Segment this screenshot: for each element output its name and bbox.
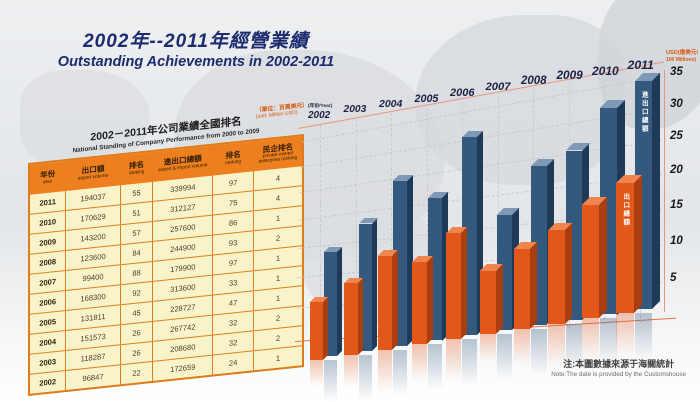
x-tick-2007: 2007 [485, 81, 511, 93]
header-cell-year: 年份 year [30, 161, 65, 195]
bar-export-2005 [412, 262, 427, 345]
bar-export-2002 [310, 301, 323, 360]
cell-year: 2005 [39, 317, 57, 328]
bar-reflection [514, 328, 530, 365]
cell-value: 57 [119, 221, 153, 245]
header-cell-ranking: 排名 ranking [212, 141, 253, 176]
source-note-zh: 注:本圖數據來源于海關統計 [563, 359, 675, 369]
x-tick-2009: 2009 [556, 69, 583, 83]
bar-export-2010 [582, 205, 599, 319]
bar-export-2003 [344, 283, 358, 355]
cell-year: 2008 [39, 257, 57, 268]
bar-reflection [531, 328, 547, 375]
cell-value: 26 [119, 321, 153, 345]
y-tick-5: 5 [670, 271, 677, 284]
cell-year: 2009 [39, 237, 57, 248]
bar-reflection [548, 323, 565, 366]
header-en: ranking [225, 159, 241, 166]
cell-value: 51 [119, 201, 153, 225]
bar-reflection [358, 354, 372, 401]
bar-reflection [600, 318, 617, 365]
bar-export-2007 [480, 270, 496, 334]
cell-year: 2010 [39, 217, 57, 228]
world-map-shape [415, 15, 625, 185]
bar-reflection [378, 349, 392, 392]
ranking-table: 年份 year 出口額 export volume 排名 ranking 進出口總額 expo… [28, 133, 304, 397]
header-cell-ranking: 排名 ranking [119, 151, 153, 186]
y-tick-20: 20 [670, 163, 683, 176]
cell-value: 26 [119, 341, 153, 365]
cell-value: 22 [119, 361, 153, 385]
bar-reflection [427, 344, 442, 391]
series-label-total: 進出口總額 [640, 91, 648, 134]
cell-value: 45 [119, 301, 153, 325]
bar-reflection [412, 344, 427, 382]
page-title: 2002年--2011年經營業績 Outstanding Achievement… [36, 26, 356, 70]
bar-reflection [565, 323, 582, 370]
bar-reflection [446, 339, 461, 382]
x-tick-2010: 2010 [592, 63, 619, 78]
x-tick-2002: 2002 [308, 110, 331, 121]
bar-export-2004 [378, 256, 392, 350]
bar-reflection [480, 334, 496, 363]
cell-year: 2003 [39, 357, 57, 368]
cell-value: 84 [119, 241, 153, 265]
y-tick-25: 25 [670, 130, 683, 143]
y-axis-label: USD(億美元/ 100 Millions) [666, 50, 698, 63]
cell-year: 2007 [39, 277, 57, 288]
bar-export-2008 [514, 248, 530, 329]
cell-year: 2011 [39, 197, 56, 208]
x-tick-2004: 2004 [379, 98, 403, 111]
cell-year: 2004 [39, 337, 57, 348]
bar-reflection [634, 313, 652, 360]
bar-chart: USD(億美元/ 100 Millions) (年份/Year) 35 30 25 2… [290, 50, 700, 402]
cell-value: 88 [119, 261, 153, 285]
x-axis-label: (年份/Year) [308, 104, 333, 109]
cell-value: 24 [212, 351, 253, 375]
bar-reflection [616, 313, 634, 356]
x-tick-2011: 2011 [627, 57, 654, 72]
bar-reflection [496, 334, 512, 380]
y-axis-line [664, 70, 665, 312]
bar-export-2011: 出口總額 [616, 183, 634, 314]
bar-export-2009 [548, 229, 565, 324]
x-tick-2006: 2006 [450, 86, 475, 99]
x-tick-2008: 2008 [521, 75, 547, 88]
series-label-export: 出口總額 [621, 193, 629, 228]
x-tick-2005: 2005 [414, 92, 439, 105]
x-tick-2003: 2003 [343, 104, 367, 116]
cell-year: 2002 [39, 377, 57, 388]
bar-export-2006 [446, 233, 461, 340]
bar-reflection [582, 318, 599, 361]
bar-reflection [324, 360, 337, 402]
bar-reflection [462, 339, 477, 386]
cell-year: 2006 [39, 297, 57, 308]
y-axis-label-line2: 100 Millions) [665, 56, 696, 63]
y-tick-15: 15 [670, 198, 683, 211]
bar-reflection [310, 360, 323, 387]
y-tick-30: 30 [670, 97, 683, 110]
source-note: 注:本圖數據來源于海關統計 Note:The date is provided … [551, 357, 686, 378]
y-axis-label-line1: USD(億美元/ [665, 50, 698, 56]
header-en: year [43, 179, 53, 186]
source-note-en: Note:The date is provided by the Customs… [551, 371, 686, 378]
gridline-v [355, 119, 357, 344]
cell-value: 92 [119, 281, 153, 305]
gridline-v [320, 125, 321, 346]
ranking-table-block: 2002－2011年公司業績全國排名 National Standing of … [28, 103, 308, 397]
y-tick-10: 10 [670, 234, 683, 247]
gridline-v [391, 113, 392, 341]
header-en: ranking [128, 169, 145, 177]
y-tick-35: 35 [670, 66, 683, 78]
bar-reflection [344, 354, 358, 388]
bar-reflection [393, 349, 407, 396]
cell-value: 55 [119, 181, 153, 205]
page-title-en: Outstanding Achievements in 2002-2011 [57, 54, 335, 70]
page-title-zh: 2002年--2011年經營業績 [83, 31, 309, 52]
